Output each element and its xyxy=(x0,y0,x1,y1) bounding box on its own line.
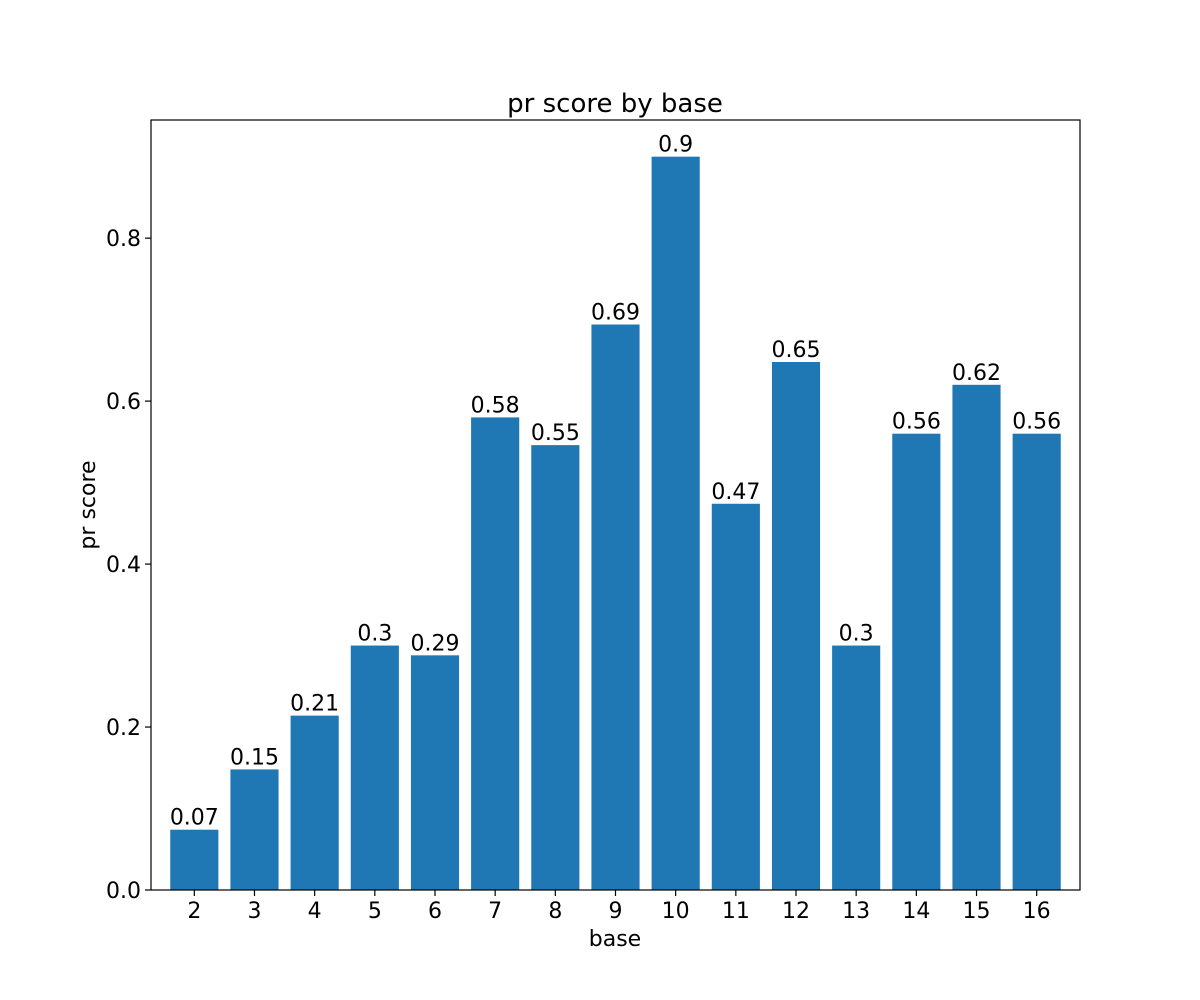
data-label-6: 0.29 xyxy=(410,631,459,656)
x-tick-label-10: 10 xyxy=(662,899,690,924)
data-label-13: 0.3 xyxy=(839,622,874,647)
x-tick-label-7: 7 xyxy=(488,899,502,924)
y-axis-label: pr score xyxy=(76,460,101,549)
x-tick-label-4: 4 xyxy=(308,899,322,924)
x-tick-label-3: 3 xyxy=(247,899,261,924)
data-label-2: 0.07 xyxy=(170,806,219,831)
x-tick-label-14: 14 xyxy=(902,899,930,924)
y-tick-label-0.0: 0.0 xyxy=(106,879,141,904)
bar-13 xyxy=(832,645,881,890)
bar-3 xyxy=(230,769,279,890)
bar-15 xyxy=(952,384,1001,890)
bar-4 xyxy=(290,715,339,890)
data-label-9: 0.69 xyxy=(591,301,640,326)
x-tick-label-9: 9 xyxy=(609,899,623,924)
data-label-14: 0.56 xyxy=(892,410,941,435)
x-tick-label-13: 13 xyxy=(842,899,870,924)
data-label-16: 0.56 xyxy=(1012,410,1061,435)
plot-area: 0.070.150.210.3 0.290.580.550.690.90.470.… xyxy=(106,119,1081,924)
bar-6 xyxy=(410,655,460,890)
y-tick-label-0.2: 0.2 xyxy=(106,716,141,741)
x-tick-label-12: 12 xyxy=(782,899,810,924)
x-tick-label-6: 6 xyxy=(428,899,442,924)
y-tick-label-0.4: 0.4 xyxy=(106,553,141,578)
bar-7 xyxy=(471,417,520,890)
y-tick-label-0.8: 0.8 xyxy=(106,227,141,252)
bar-2 xyxy=(170,829,219,890)
x-tick-label-8: 8 xyxy=(548,899,562,924)
bar-14 xyxy=(892,433,941,890)
x-tick-label-11: 11 xyxy=(722,899,750,924)
x-tick-label-2: 2 xyxy=(187,899,201,924)
bar-11 xyxy=(711,503,760,890)
data-label-8: 0.55 xyxy=(531,421,580,446)
data-label-11: 0.47 xyxy=(711,480,760,505)
data-label-10: 0.9 xyxy=(658,133,693,158)
x-tick-label-15: 15 xyxy=(963,899,991,924)
bar-9 xyxy=(591,324,640,890)
data-label-4: 0.21 xyxy=(290,692,339,717)
bar-5 xyxy=(350,645,399,890)
data-label-15: 0.62 xyxy=(952,361,1001,386)
data-label-12: 0.65 xyxy=(772,338,821,363)
bar-10 xyxy=(651,156,700,891)
data-label-7: 0.58 xyxy=(471,393,520,418)
data-label-3: 0.15 xyxy=(230,745,279,770)
data-label-5: 0.3 xyxy=(357,622,392,647)
x-axis-label: base xyxy=(589,927,641,952)
bar-8 xyxy=(531,445,580,890)
x-tick-label-5: 5 xyxy=(368,899,382,924)
bar-12 xyxy=(771,362,821,890)
y-tick-label-0.6: 0.6 xyxy=(106,390,141,415)
bar-16 xyxy=(1012,433,1061,890)
chart-title: pr score by base xyxy=(507,89,723,119)
x-tick-label-16: 16 xyxy=(1023,899,1051,924)
